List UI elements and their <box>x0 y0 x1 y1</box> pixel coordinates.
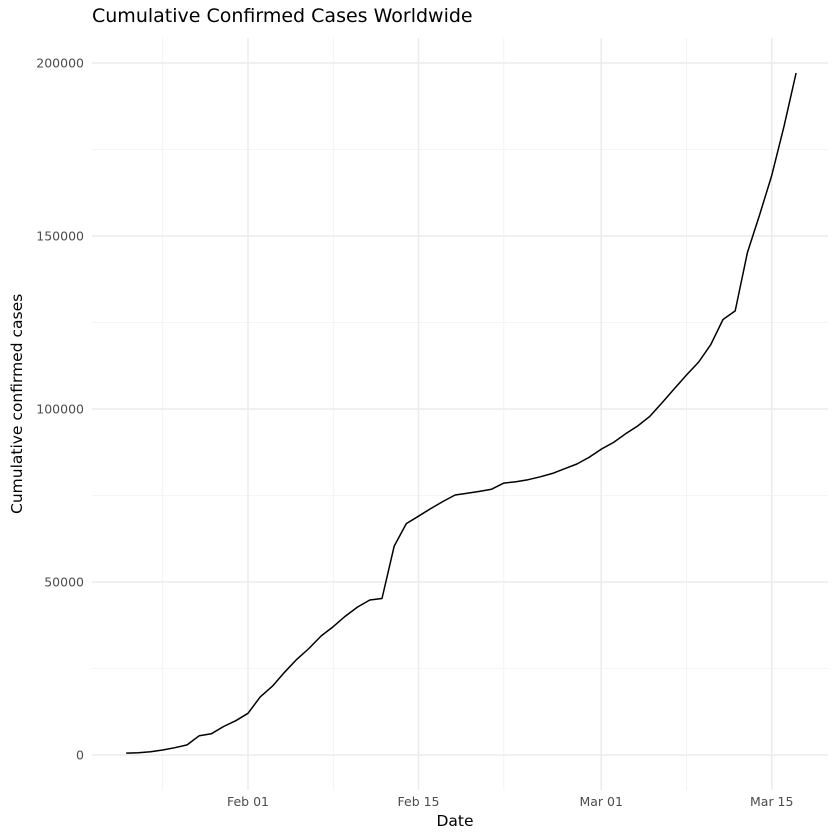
x-tick-label: Mar 15 <box>750 794 793 809</box>
x-tick-label: Mar 01 <box>579 794 622 809</box>
y-tick-label: 0 <box>76 748 84 763</box>
y-tick-label: 150000 <box>36 229 84 244</box>
y-tick-label: 50000 <box>44 575 84 590</box>
grid-lines <box>92 38 828 790</box>
data-line <box>126 72 797 754</box>
x-tick-label: Feb 15 <box>398 794 440 809</box>
y-tick-label: 200000 <box>36 56 84 71</box>
y-axis-ticks: 0 50000 100000 150000 200000 <box>36 56 84 763</box>
x-axis-label: Date <box>436 812 474 830</box>
chart-title: Cumulative Confirmed Cases Worldwide <box>92 5 473 27</box>
y-tick-label: 100000 <box>36 402 84 417</box>
x-tick-label: Feb 01 <box>227 794 269 809</box>
x-axis-ticks: Feb 01 Feb 15 Mar 01 Mar 15 <box>227 794 793 809</box>
